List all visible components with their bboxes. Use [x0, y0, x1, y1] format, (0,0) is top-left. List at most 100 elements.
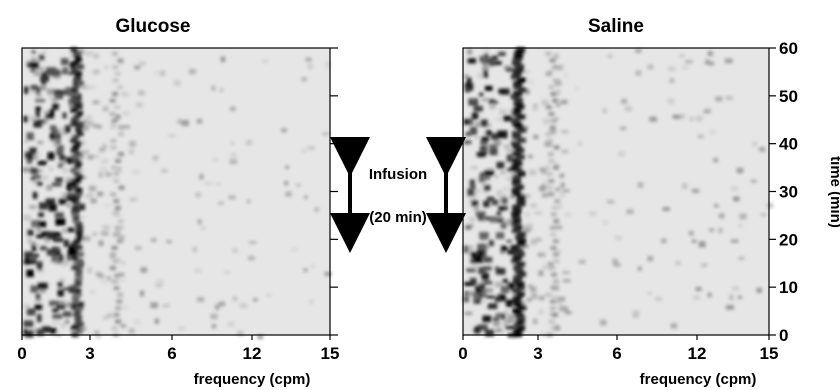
heat-cell — [476, 152, 487, 157]
heat-cell — [561, 149, 569, 154]
heat-cell — [35, 106, 42, 112]
heat-cell — [483, 185, 491, 191]
heat-cell — [54, 129, 59, 136]
heat-cell — [516, 325, 526, 331]
heat-cell — [548, 112, 555, 117]
heat-cell — [37, 262, 42, 271]
heat-cell — [36, 234, 46, 239]
heat-cell — [463, 245, 469, 254]
heat-cell — [758, 147, 764, 151]
heat-cell — [499, 330, 505, 334]
heat-cell — [23, 86, 29, 94]
heat-cell — [619, 126, 627, 130]
heat-cell — [563, 73, 569, 77]
heat-cell — [495, 328, 502, 333]
heat-cell — [71, 211, 79, 217]
heat-cell — [230, 106, 236, 111]
heat-cell — [477, 72, 485, 79]
heat-cell — [65, 302, 74, 308]
heat-cell — [129, 149, 134, 155]
y-tick-label: 40 — [779, 135, 798, 154]
heat-cell — [464, 118, 470, 125]
heat-cell — [74, 151, 82, 157]
heat-cell — [510, 141, 520, 147]
heat-cell — [70, 184, 78, 190]
heat-cell — [138, 61, 146, 66]
heat-cell — [215, 304, 220, 310]
heat-cell — [553, 259, 560, 264]
heat-cell — [688, 230, 694, 236]
heat-cell — [290, 247, 298, 252]
heat-cell — [669, 78, 675, 84]
heat-cell — [512, 121, 522, 127]
heat-cell — [474, 135, 480, 140]
heat-cell — [549, 306, 556, 311]
saline-panel: Saline 0 10 20 30 40 50 60 0 3 6 12 15 frequency (… — [458, 16, 840, 388]
heat-cell — [253, 298, 258, 302]
heat-cell — [117, 58, 124, 63]
heat-cell — [35, 293, 41, 300]
y-tick-label: 20 — [779, 230, 798, 249]
heat-cell — [59, 278, 65, 284]
heat-cell — [111, 279, 118, 284]
heat-cell — [99, 147, 106, 152]
heat-cell — [102, 225, 110, 230]
heat-cell — [475, 286, 484, 295]
heat-cell — [466, 268, 476, 273]
heat-cell — [232, 296, 238, 302]
heat-cell — [29, 115, 37, 122]
heat-cell — [118, 272, 125, 277]
heat-cell — [729, 294, 734, 301]
heat-cell — [73, 177, 81, 183]
heat-cell — [513, 80, 523, 86]
heat-cell — [94, 330, 100, 335]
heat-cell — [492, 321, 501, 326]
heat-cell — [228, 195, 236, 200]
heat-cell — [515, 251, 525, 257]
heat-cell — [481, 98, 490, 102]
heat-cell — [98, 240, 104, 246]
heat-cell — [560, 99, 568, 105]
heat-cell — [36, 328, 45, 336]
heat-cell — [98, 172, 103, 178]
heat-cell — [90, 289, 95, 295]
heat-cell — [510, 74, 520, 80]
heat-cell — [491, 133, 499, 140]
heat-cell — [97, 191, 104, 197]
heat-cell — [600, 319, 607, 326]
heat-cell — [464, 311, 473, 315]
heat-cell — [248, 240, 257, 245]
heat-cell — [733, 196, 740, 202]
heat-cell — [52, 232, 62, 237]
heat-cell — [549, 225, 556, 230]
heat-cell — [495, 268, 506, 275]
heat-cell — [36, 181, 43, 186]
heat-cell — [153, 70, 159, 76]
heat-cell — [512, 254, 522, 260]
heat-cell — [535, 237, 542, 242]
heat-cell — [232, 248, 239, 253]
heat-cell — [513, 161, 523, 167]
heat-cell — [75, 234, 83, 240]
heat-cell — [70, 325, 78, 331]
heat-cell — [57, 281, 63, 288]
heat-cell — [50, 327, 57, 335]
heat-cell — [556, 299, 563, 304]
heat-cell — [613, 263, 621, 267]
heat-cell — [503, 65, 512, 70]
heat-cell — [670, 322, 678, 329]
heat-cell — [65, 87, 72, 92]
heat-cell — [495, 313, 502, 319]
heat-cell — [565, 311, 572, 315]
heat-cell — [73, 171, 81, 177]
heat-cell — [68, 103, 75, 109]
heat-cell — [72, 134, 80, 140]
heat-cell — [478, 283, 486, 290]
heat-cell — [554, 187, 561, 192]
heat-cell — [499, 194, 507, 199]
heat-cell — [110, 192, 117, 197]
heat-cell — [511, 131, 521, 137]
heat-cell — [532, 296, 540, 300]
heat-cell — [68, 192, 75, 196]
heat-cell — [463, 296, 470, 303]
